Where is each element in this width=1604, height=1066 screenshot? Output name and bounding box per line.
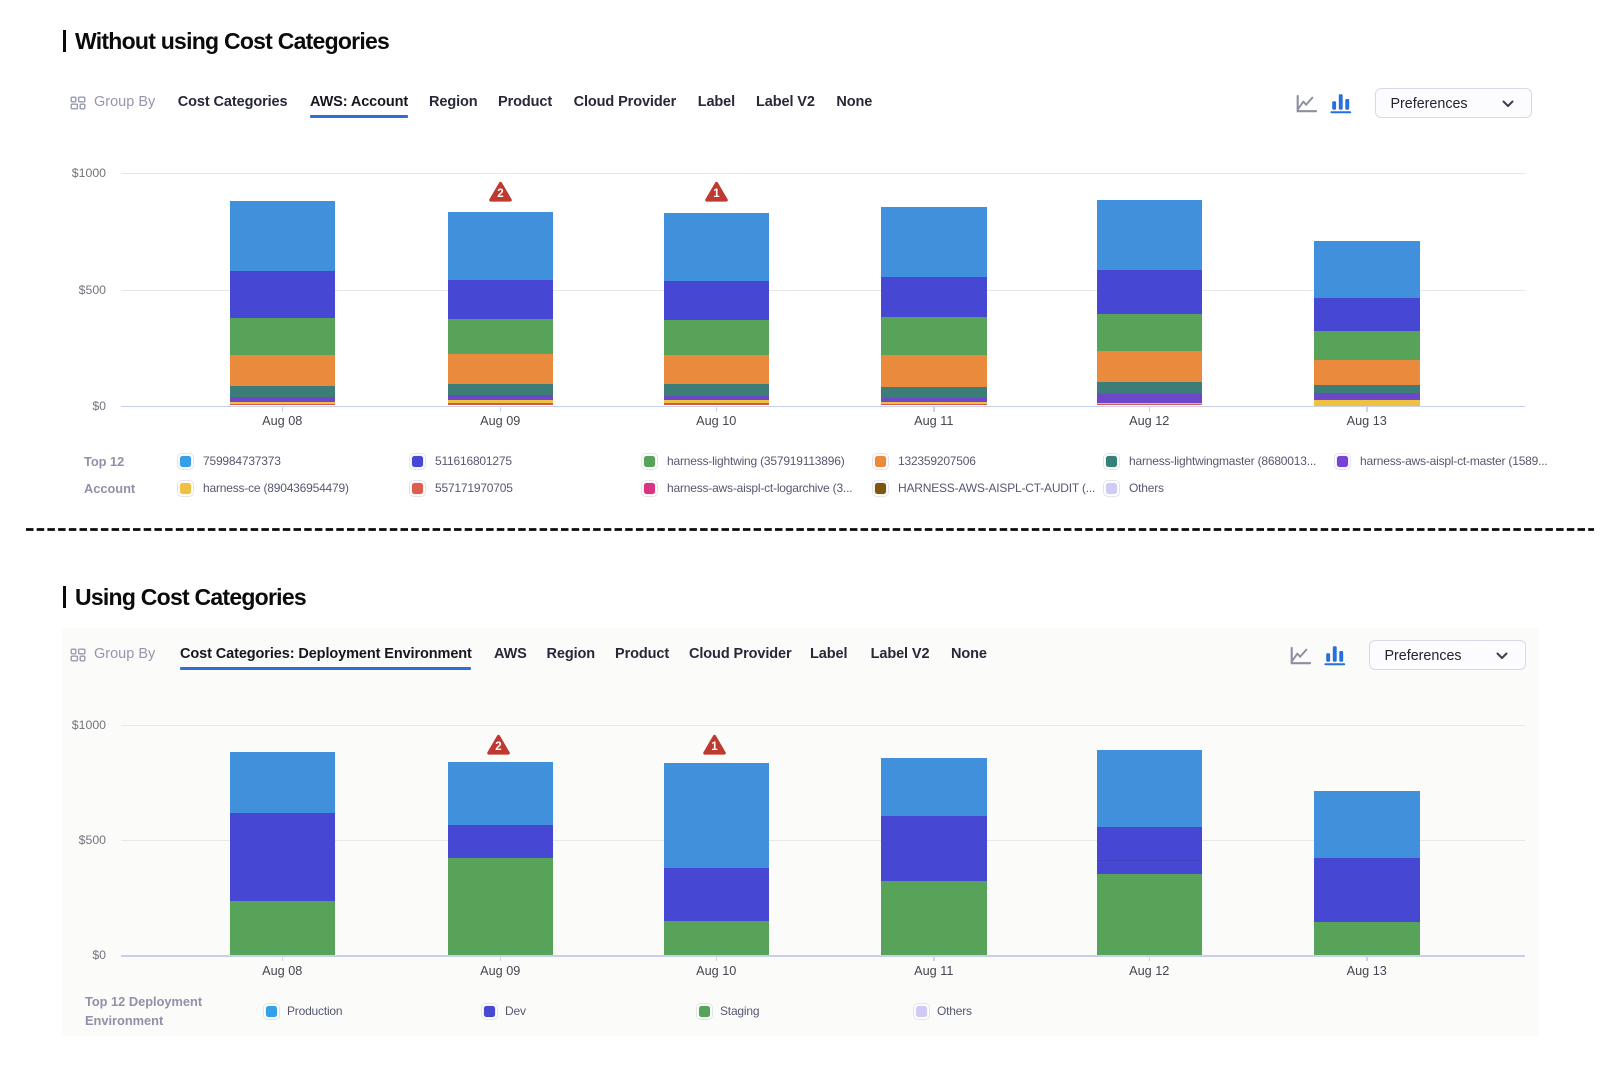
svg-text:1: 1 <box>713 188 720 200</box>
svg-text:1: 1 <box>711 741 718 753</box>
svg-text:2: 2 <box>497 188 503 200</box>
svg-text:2: 2 <box>495 741 501 753</box>
